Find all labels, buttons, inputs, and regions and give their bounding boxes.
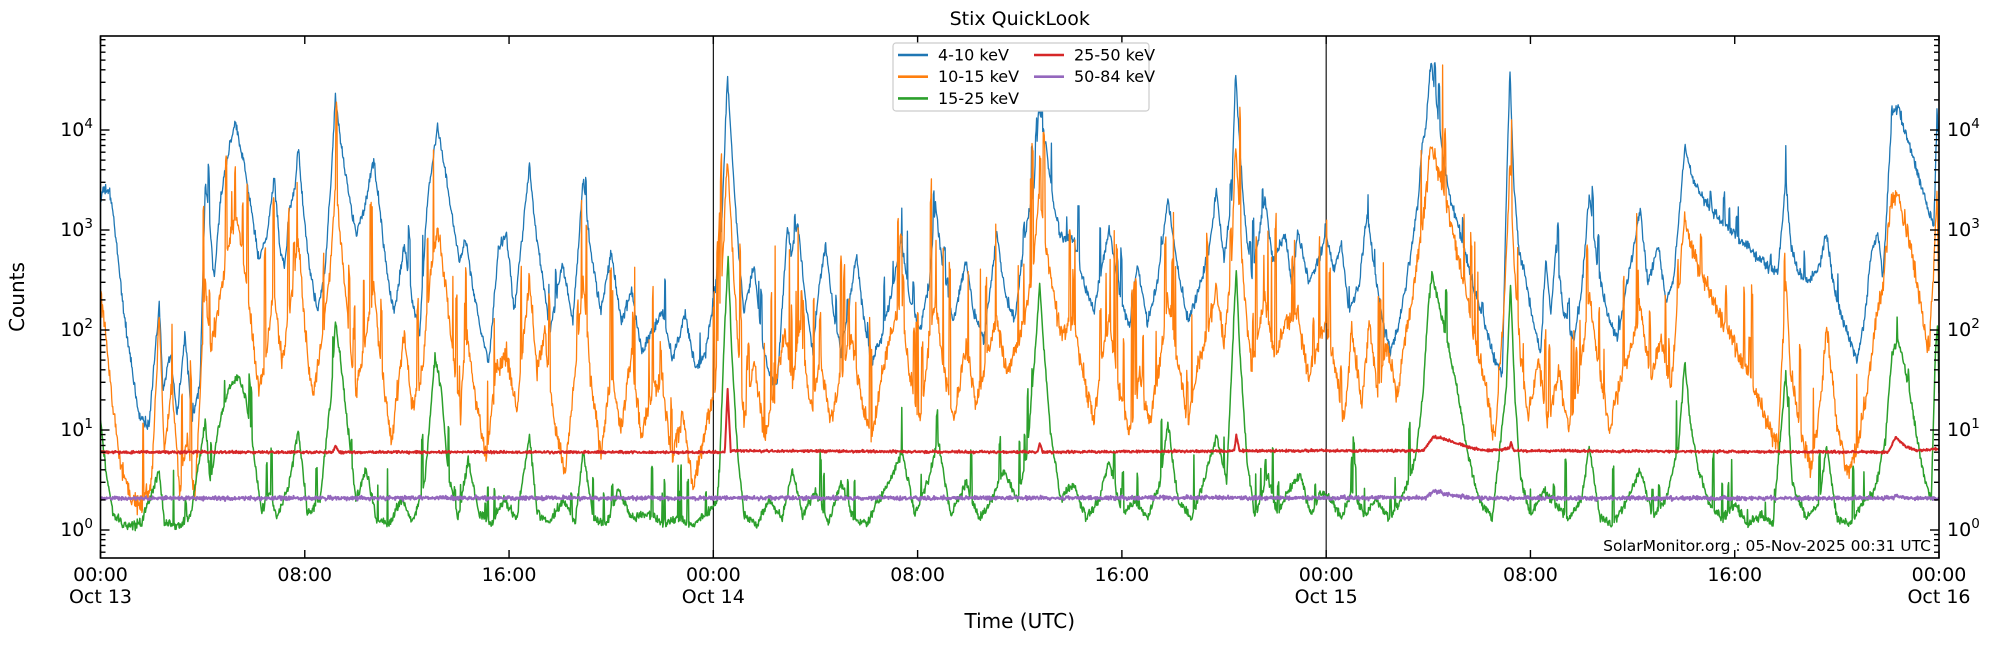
- y-tick-label-right: 101: [1947, 416, 1980, 441]
- legend-label: 15-25 keV: [938, 89, 1019, 108]
- x-day-label: Oct 13: [69, 586, 132, 608]
- x-day-label: Oct 14: [682, 586, 745, 608]
- x-tick-label: 00:00: [73, 564, 128, 586]
- series-line-4-10keV: [100, 62, 1939, 430]
- chart-title: Stix QuickLook: [950, 8, 1090, 30]
- y-tick-label-left: 102: [60, 316, 93, 341]
- y-tick-label-right: 104: [1947, 116, 1980, 141]
- y-tick-label-left: 101: [60, 416, 93, 441]
- legend: 4-10 keV 10-15 keV 15-25 keV 25-50 keV 50-84…: [892, 42, 1155, 112]
- series-line-15-25keV: [100, 255, 1939, 532]
- watermark: SolarMonitor.org : 05-Nov-2025 00:31 UTC: [1603, 537, 1931, 555]
- series-line-10-15keV: [100, 64, 1939, 516]
- x-tick-label: 08:00: [277, 564, 332, 586]
- x-tick-label: 00:00: [686, 564, 741, 586]
- legend-label: 10-15 keV: [938, 67, 1019, 86]
- x-tick-label: 08:00: [1503, 564, 1558, 586]
- x-axis-label: Time (UTC): [963, 609, 1075, 633]
- y-tick-label-left: 100: [60, 516, 93, 541]
- x-tick-label: 16:00: [482, 564, 537, 586]
- legend-label: 50-84 keV: [1074, 67, 1155, 86]
- x-tick-label: 16:00: [1095, 564, 1150, 586]
- series-line-25-50keV: [100, 387, 1939, 455]
- y-tick-label-left: 104: [60, 116, 93, 141]
- legend-box: [892, 42, 1150, 112]
- series-line-50-84keV: [100, 488, 1939, 502]
- y-axis-label: Counts: [5, 262, 29, 332]
- x-day-label: Oct 16: [1907, 586, 1970, 608]
- legend-label: 4-10 keV: [938, 46, 1009, 65]
- series-lines: [100, 62, 1939, 532]
- y-tick-label-right: 100: [1947, 516, 1980, 541]
- legend-label: 25-50 keV: [1074, 46, 1155, 65]
- y-tick-label-left: 103: [60, 216, 93, 241]
- x-tick-label: 08:00: [890, 564, 945, 586]
- plot-border: [99, 35, 1940, 559]
- x-tick-label: 16:00: [1707, 564, 1762, 586]
- x-tick-label: 00:00: [1912, 564, 1967, 586]
- x-tick-label: 00:00: [1299, 564, 1354, 586]
- y-tick-label-right: 103: [1947, 216, 1980, 241]
- x-day-label: Oct 15: [1295, 586, 1358, 608]
- y-tick-label-right: 102: [1947, 316, 1980, 341]
- axis-ticks: [99, 36, 1940, 558]
